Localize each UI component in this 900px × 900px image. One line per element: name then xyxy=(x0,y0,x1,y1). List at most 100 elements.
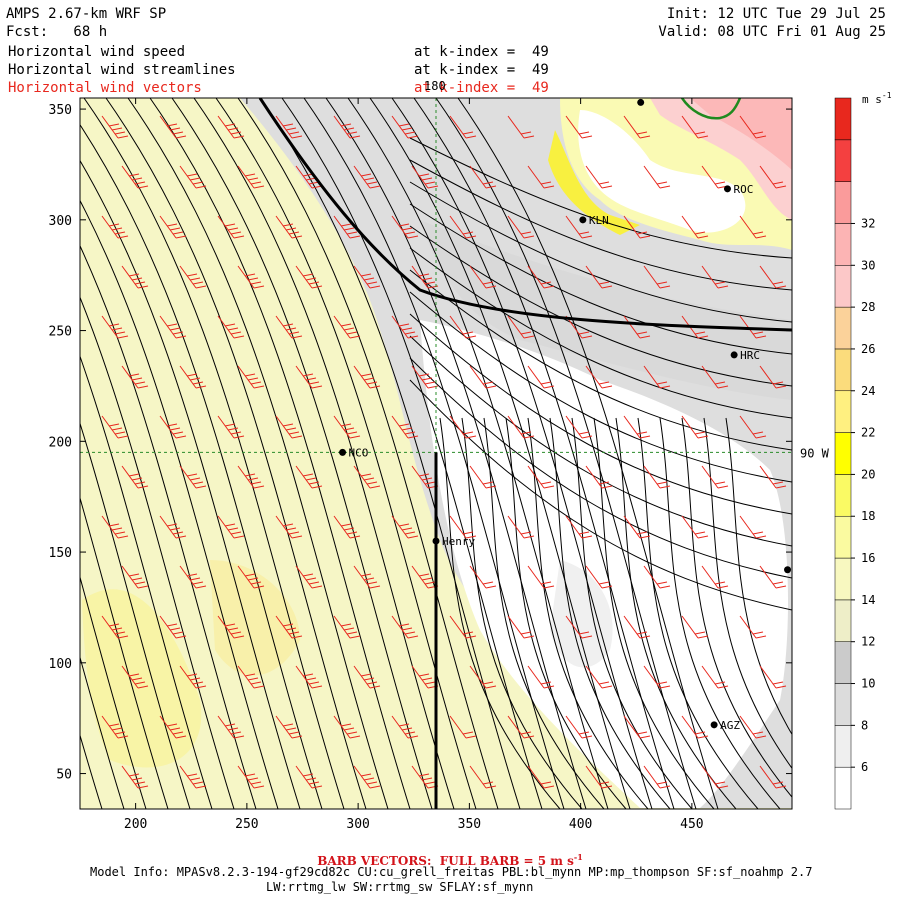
streamline xyxy=(80,421,191,809)
streamline xyxy=(483,417,605,809)
station-label: HRC xyxy=(740,349,760,362)
wind-barb xyxy=(759,365,787,389)
wind-barb xyxy=(507,215,535,239)
wind-barb xyxy=(101,115,129,139)
green-contour xyxy=(680,98,742,120)
wind-barb xyxy=(217,315,245,339)
streamline xyxy=(325,98,587,809)
colorbar-segment xyxy=(834,641,852,684)
streamline xyxy=(681,417,792,798)
colorbar-segment xyxy=(834,432,852,475)
wind-barb xyxy=(681,715,709,739)
wind-barb xyxy=(101,715,129,739)
colorbar-segment xyxy=(834,97,852,141)
streamline xyxy=(615,417,737,809)
wind-barb xyxy=(585,365,613,389)
field-label-speed: Horizontal wind speed xyxy=(8,44,186,60)
wind-barb xyxy=(333,315,361,339)
streamline xyxy=(369,98,631,809)
wind-barb xyxy=(739,715,767,739)
wind-barb xyxy=(701,665,729,689)
streamline xyxy=(80,199,279,809)
shading-yellow-mid xyxy=(210,560,300,676)
wind-barb xyxy=(353,165,381,189)
wind-barb xyxy=(701,565,729,589)
wind-barb xyxy=(275,615,303,639)
colorbar-label: 16 xyxy=(861,551,875,565)
wind-barb xyxy=(411,665,439,689)
wind-barb xyxy=(507,515,535,539)
streamline xyxy=(527,417,649,809)
streamline xyxy=(435,98,697,809)
field-level-streamlines: at k-index = 49 xyxy=(414,62,549,78)
wind-barb xyxy=(469,165,497,189)
station-marker xyxy=(723,185,731,193)
wind-barb xyxy=(449,515,477,539)
parallel-label: 90 W xyxy=(800,446,830,460)
y-axis: 50 100 150 200 250 300 350 xyxy=(49,103,792,783)
wind-barb xyxy=(759,765,787,789)
wind-barb xyxy=(565,415,593,439)
streamline xyxy=(413,98,675,809)
wind-barb xyxy=(681,615,709,639)
wind-barb xyxy=(565,715,593,739)
wind-barb xyxy=(217,115,245,139)
wind-barb xyxy=(237,265,265,289)
streamline xyxy=(215,98,477,809)
wind-barb xyxy=(449,415,477,439)
wind-barb xyxy=(527,665,555,689)
streamline xyxy=(127,98,389,809)
wind-barb xyxy=(159,415,187,439)
wind-barb xyxy=(507,315,535,339)
wind-barb xyxy=(275,415,303,439)
wind-barb xyxy=(179,465,207,489)
wind-barb xyxy=(391,215,419,239)
colorbar-segment xyxy=(834,599,852,642)
colorbar-segment xyxy=(834,683,852,726)
wind-barb xyxy=(527,465,555,489)
wind-barb xyxy=(295,765,323,789)
streamline xyxy=(725,417,792,736)
wind-barb xyxy=(295,565,323,589)
field-level-speed: at k-index = 49 xyxy=(414,44,549,60)
colorbar-segment xyxy=(834,223,852,266)
wind-barb xyxy=(353,265,381,289)
streamline xyxy=(83,98,345,809)
x-tick-label: 350 xyxy=(458,817,481,832)
wind-barb xyxy=(237,565,265,589)
wind-barb xyxy=(623,215,651,239)
wind-barb xyxy=(121,665,149,689)
wind-barb xyxy=(469,265,497,289)
wind-barb xyxy=(275,115,303,139)
wind-barb xyxy=(411,165,439,189)
streamline xyxy=(461,417,583,809)
wind-barb xyxy=(159,315,187,339)
streamline xyxy=(409,313,792,515)
wind-barb xyxy=(217,715,245,739)
wind-barb xyxy=(759,665,787,689)
wind-barb xyxy=(643,765,671,789)
colorbar: 6 8 10 12 14 16 18 20 22 24 26 28 30 32 xyxy=(834,97,875,810)
wind-barb xyxy=(121,265,149,289)
y-tick-label: 350 xyxy=(49,103,72,118)
streamline xyxy=(80,296,235,809)
wind-barb xyxy=(101,515,129,539)
wind-barb xyxy=(469,565,497,589)
wind-barb xyxy=(449,215,477,239)
wind-barb xyxy=(565,615,593,639)
wind-barb xyxy=(643,565,671,589)
wind-barb xyxy=(101,215,129,239)
init-time: Init: 12 UTC Tue 29 Jul 25 xyxy=(666,6,886,22)
streamline xyxy=(409,269,792,451)
wind-barb xyxy=(469,665,497,689)
streamline xyxy=(80,159,301,809)
wind-barb xyxy=(449,115,477,139)
wind-barb xyxy=(585,765,613,789)
wind-barb xyxy=(353,665,381,689)
barb-note: BARB VECTORS: FULL BARB = 5 m s-1 xyxy=(317,852,583,868)
streamline xyxy=(703,417,792,770)
wind-barb xyxy=(623,315,651,339)
wind-barb xyxy=(353,565,381,589)
station-label: AGZ xyxy=(720,719,740,732)
